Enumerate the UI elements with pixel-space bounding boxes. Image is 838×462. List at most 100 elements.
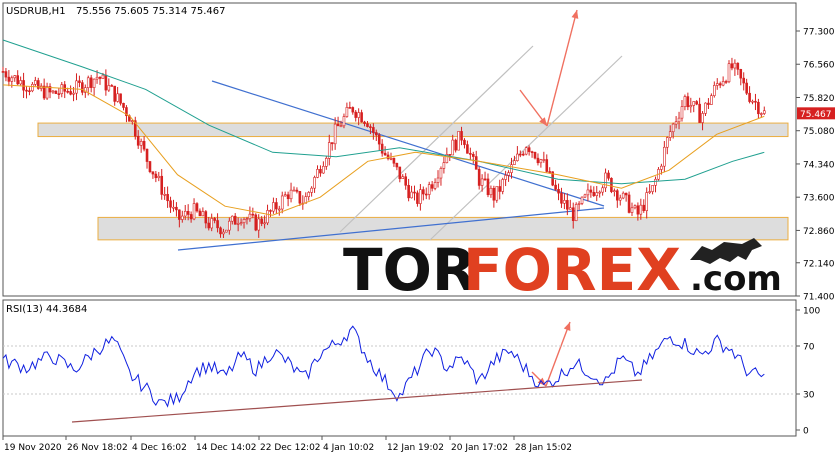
y-tick-label: 75.820 <box>803 94 835 104</box>
x-tick-label: 12 Jan 19:02 <box>387 443 444 453</box>
candle-body <box>727 63 731 83</box>
candle-body <box>313 177 316 189</box>
candle-body <box>718 83 722 86</box>
candle-body <box>10 77 14 82</box>
candle-body <box>451 139 455 156</box>
candle-body <box>710 95 713 105</box>
candle-body <box>463 139 466 145</box>
candle-body <box>680 106 684 119</box>
candle-body <box>639 204 643 215</box>
candle-body <box>607 172 610 179</box>
candle-body <box>236 223 240 225</box>
x-tick-label: 19 Nov 2020 <box>4 443 62 453</box>
candle-body <box>169 200 172 208</box>
candle-body <box>160 175 164 195</box>
candle-body <box>613 190 616 192</box>
candle-body <box>663 146 666 167</box>
downtrend-line <box>211 80 605 207</box>
candle-body <box>436 177 440 183</box>
candle-body <box>207 222 211 229</box>
candle-body <box>204 211 208 224</box>
y-tick-label: 77.300 <box>803 28 835 38</box>
candle-body <box>513 160 516 165</box>
candle-body <box>422 189 425 195</box>
candle-body <box>322 166 325 174</box>
candle-body <box>721 81 725 86</box>
candle-body <box>616 190 619 201</box>
candle-body <box>342 116 346 127</box>
resistance-zone <box>37 122 789 138</box>
rsi-y-tick-label: 70 <box>803 343 815 353</box>
candle-body <box>527 147 531 152</box>
candle-body <box>219 227 222 235</box>
candle-body <box>474 156 478 170</box>
rsi-y-tick-label: 0 <box>803 427 809 437</box>
candle-body <box>186 210 190 215</box>
candle-body <box>22 80 25 91</box>
candle-body <box>413 191 416 194</box>
candle-body <box>251 213 255 216</box>
candle-body <box>713 85 716 96</box>
candle-body <box>142 141 146 150</box>
candle-body <box>477 169 481 186</box>
candle-body <box>460 131 463 141</box>
candle-body <box>624 192 628 196</box>
candle-body <box>48 86 52 93</box>
candle-body <box>504 175 507 180</box>
candle-body <box>398 166 402 179</box>
candle-body <box>28 90 31 93</box>
candle-body <box>36 80 40 89</box>
candle-body <box>45 86 49 99</box>
candle-body <box>730 63 734 69</box>
candle-body <box>424 193 428 196</box>
candle-body <box>157 175 161 179</box>
candle-body <box>292 189 296 192</box>
candle-body <box>266 210 269 224</box>
candle-body <box>316 169 319 178</box>
candle-body <box>395 162 399 168</box>
watermark-forex: FOREX <box>463 236 681 304</box>
candle-body <box>733 62 737 69</box>
candle-body <box>433 182 437 189</box>
candle-body <box>692 101 696 106</box>
candle-body <box>136 135 140 146</box>
candle-body <box>430 184 434 189</box>
candle-body <box>383 152 387 156</box>
candle-body <box>704 102 707 114</box>
support-zone <box>97 216 789 241</box>
candle-body <box>57 93 61 95</box>
candle-body <box>469 153 472 155</box>
candle-body <box>545 159 549 172</box>
candle-body <box>645 192 649 211</box>
candle-body <box>31 84 34 92</box>
candle-body <box>254 214 258 231</box>
candle-body <box>151 171 155 175</box>
candle-body <box>283 194 287 197</box>
uptrend-line <box>177 207 605 251</box>
candle-body <box>457 131 460 151</box>
y-tick-label: 72.140 <box>803 259 835 269</box>
candle-body <box>377 134 381 145</box>
candle-body <box>557 189 560 194</box>
candle-body <box>154 173 158 179</box>
rsi-y-tick-label: 30 <box>803 391 815 401</box>
candle-body <box>81 82 84 93</box>
candle-body <box>636 205 640 215</box>
candle-body <box>298 191 302 204</box>
watermark-dotcom: .com <box>690 259 782 299</box>
candle-body <box>86 77 90 88</box>
y-tick-label: 72.860 <box>803 227 835 237</box>
candle-body <box>439 168 443 179</box>
candle-body <box>665 137 669 148</box>
candle-body <box>213 218 216 221</box>
candle-body <box>489 187 493 196</box>
candle-body <box>401 176 405 179</box>
candle-body <box>104 74 108 91</box>
candle-body <box>363 121 366 124</box>
candle-body <box>175 206 178 211</box>
candle-body <box>239 222 243 224</box>
candle-body <box>724 81 728 83</box>
y-tick-label: 75.080 <box>803 127 835 137</box>
candle-body <box>210 218 213 229</box>
y-tick-label: 76.560 <box>803 61 835 71</box>
